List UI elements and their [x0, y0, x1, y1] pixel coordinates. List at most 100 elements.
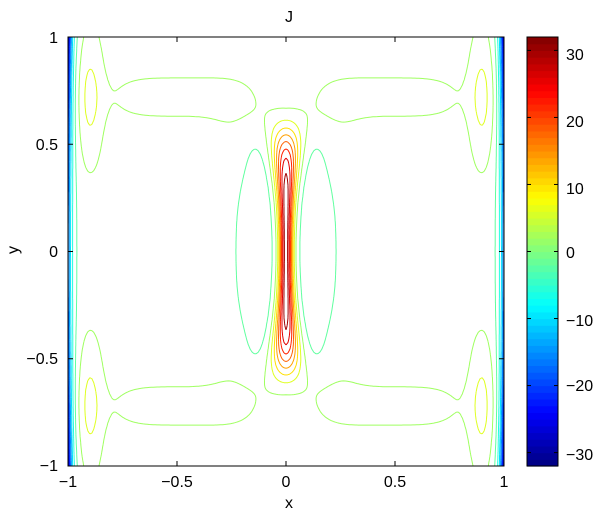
colorbar-swatch [527, 285, 558, 293]
contour-level-line [281, 157, 291, 346]
colorbar-swatch [527, 311, 558, 320]
colorbar-swatch [527, 345, 558, 353]
x-tick-label: −0.5 [161, 474, 193, 491]
colorbar-swatch [527, 137, 558, 145]
contour-level-line [78, 37, 494, 466]
x-axis-label: x [285, 495, 293, 512]
y-tick-label: 0 [49, 244, 58, 261]
colorbar-tick-label: −20 [566, 378, 593, 395]
colorbar-tick-label: 20 [566, 114, 584, 131]
colorbar-tick-label: −30 [566, 447, 593, 464]
colorbar-swatch [527, 372, 558, 380]
contour-level-line [273, 127, 299, 376]
contour-lines [68, 37, 504, 466]
colorbar-swatch [527, 325, 558, 333]
contour-level-line [84, 68, 488, 435]
colorbar-swatch [527, 124, 558, 132]
colorbar-swatch [527, 358, 558, 367]
colorbar-swatch [527, 385, 558, 393]
x-tick-label: 1 [500, 474, 509, 491]
colorbar-swatch [527, 338, 558, 346]
contour-level-line [283, 172, 289, 331]
colorbar-tick-label: 10 [566, 181, 584, 198]
colorbar-swatch [527, 392, 558, 400]
colorbar-swatch [527, 305, 558, 313]
x-tick-label: 0.5 [384, 474, 406, 491]
x-tick-label: 0 [282, 474, 291, 491]
contour-level-line [276, 134, 296, 369]
contour-level-line [68, 37, 504, 466]
colorbar [527, 37, 558, 467]
colorbar-swatch [527, 37, 558, 45]
colorbar-swatch [527, 405, 558, 413]
colorbar-ticks [527, 49, 558, 454]
colorbar-swatch [527, 144, 558, 152]
y-axis-label: y [5, 246, 22, 254]
colorbar-swatch [527, 231, 558, 239]
colorbar-swatch [527, 197, 558, 206]
contour-level-line [68, 37, 504, 466]
contour-level-line [68, 37, 504, 466]
colorbar-swatch [527, 164, 558, 172]
colorbar-swatch [527, 211, 558, 219]
colorbar-tick-label: 0 [566, 245, 575, 262]
colorbar-swatch [527, 104, 558, 112]
contour-level-line [72, 37, 500, 466]
colorbar-swatch [527, 171, 558, 179]
colorbar-swatch [527, 352, 558, 360]
colorbar-swatch [527, 224, 558, 232]
colorbar-swatch [527, 238, 558, 246]
y-tick-label: −1 [40, 458, 58, 475]
colorbar-swatch [527, 57, 558, 65]
colorbar-swatch [527, 77, 558, 85]
colorbar-swatch [527, 439, 558, 447]
colorbar-swatch [527, 459, 558, 467]
x-tick-label: −1 [59, 474, 77, 491]
colorbar-swatch [527, 217, 558, 226]
colorbar-swatch [527, 452, 558, 460]
contour-level-line [278, 141, 294, 362]
colorbar-tick-label: 30 [566, 47, 584, 64]
colorbar-swatch [527, 43, 558, 51]
colorbar-swatch [527, 244, 558, 253]
contour-level-line [70, 37, 502, 466]
colorbar-swatch [527, 412, 558, 420]
contour-level-line [74, 37, 498, 466]
colorbar-swatch [527, 378, 558, 387]
colorbar-swatch [527, 63, 558, 72]
y-tick-label: −0.5 [26, 351, 58, 368]
colorbar-swatch [527, 110, 558, 119]
colorbar-swatch [527, 425, 558, 434]
colorbar-swatch [527, 191, 558, 199]
colorbar-swatch [527, 97, 558, 105]
colorbar-swatch [527, 298, 558, 306]
colorbar-swatch [527, 278, 558, 286]
y-tick-label: 0.5 [36, 137, 58, 154]
colorbar-swatch [527, 419, 558, 427]
plot-frame [67, 36, 505, 467]
colorbar-swatch [527, 130, 558, 139]
contour-level-line [279, 148, 293, 355]
colorbar-swatch [527, 157, 558, 165]
colorbar-swatch [527, 50, 558, 58]
colorbar-swatch [527, 365, 558, 373]
colorbar-swatch [527, 83, 558, 92]
colorbar-swatch [527, 184, 558, 192]
colorbar-swatch [527, 318, 558, 326]
colorbar-swatch [527, 445, 558, 454]
colorbar-tick-label: −10 [566, 313, 593, 330]
colorbar-swatch [527, 398, 558, 407]
colorbar-swatch [527, 432, 558, 440]
y-tick-label: 1 [49, 30, 58, 47]
colorbar-swatch [527, 291, 558, 300]
colorbar-swatch [527, 117, 558, 125]
colorbar-swatch [527, 251, 558, 259]
contour-level-line [68, 37, 504, 466]
colorbar-swatch [527, 90, 558, 98]
colorbar-swatch [527, 177, 558, 186]
chart-title: J [285, 9, 293, 26]
colorbar-swatch [527, 150, 558, 159]
colorbar-swatch [527, 258, 558, 266]
colorbar-swatch [527, 264, 558, 273]
